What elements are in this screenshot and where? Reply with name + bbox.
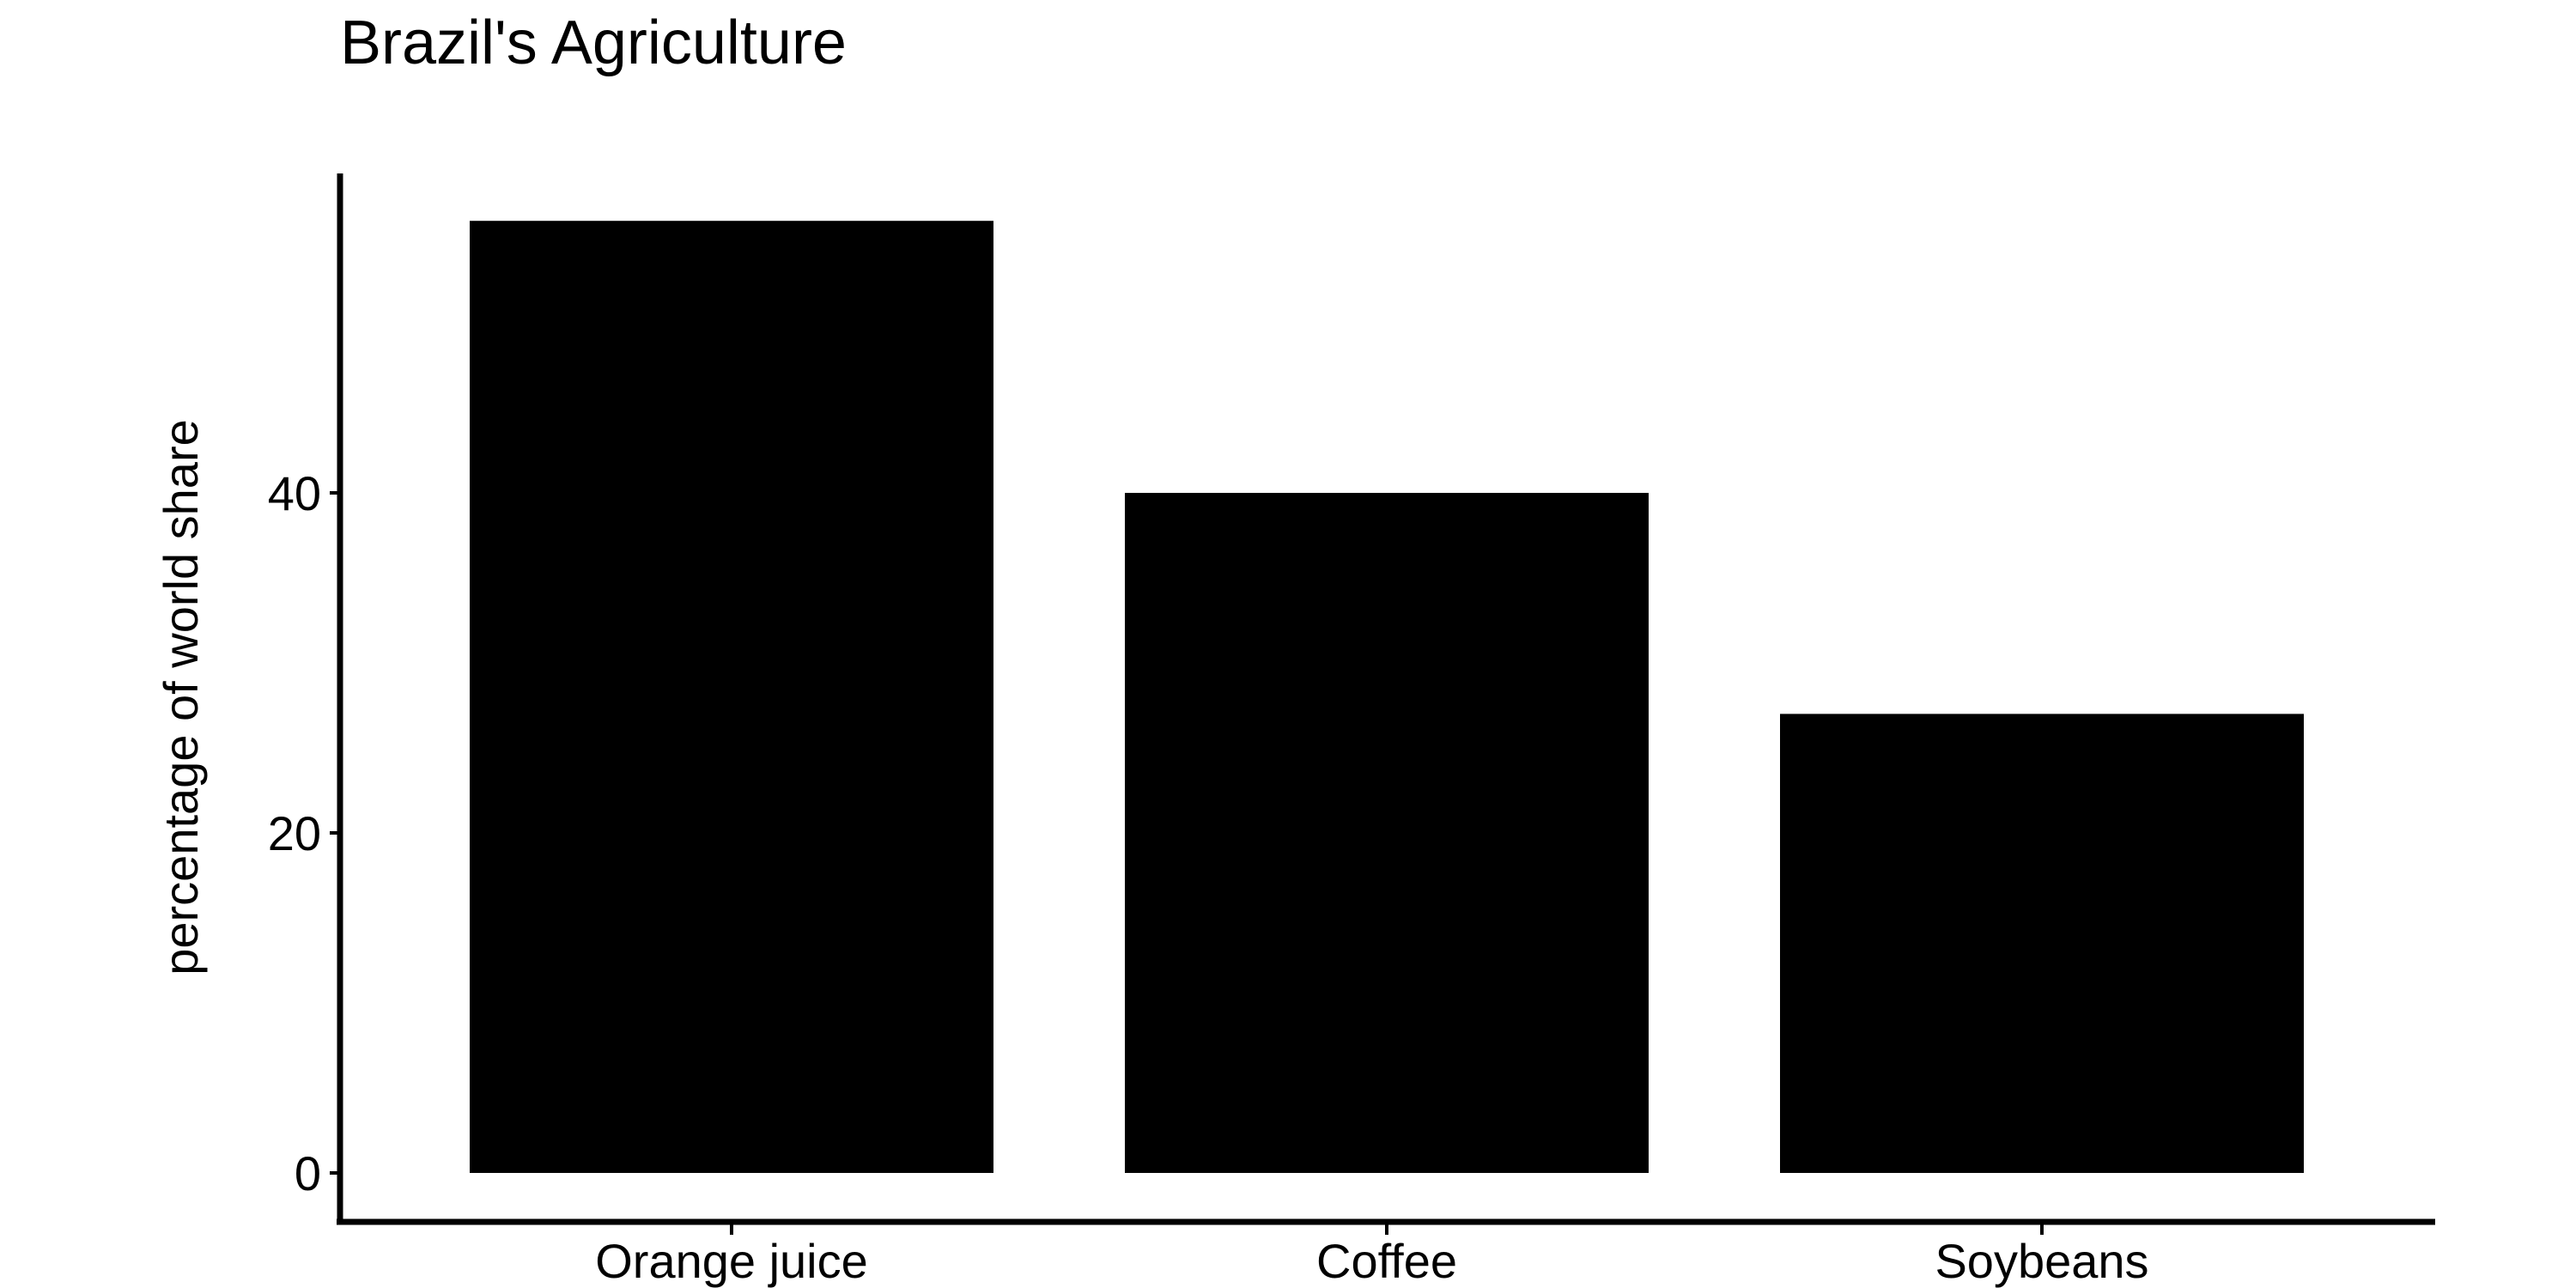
bar-coffee: [1125, 493, 1649, 1173]
y-ticks-group: 0 20 40: [268, 466, 340, 1200]
y-tick-label: 20: [268, 806, 321, 860]
y-tick-label: 0: [295, 1146, 321, 1200]
y-axis-label: percentage of world share: [154, 419, 208, 975]
y-tick-label: 40: [268, 466, 321, 520]
bar-orange-juice: [470, 221, 993, 1174]
x-tick-label: Coffee: [1316, 1234, 1457, 1288]
chart-title: Brazil's Agriculture: [340, 9, 847, 77]
bars-group: [470, 221, 2304, 1174]
x-tick-label: Soybeans: [1935, 1234, 2148, 1288]
x-ticks-group: Orange juice Coffee Soybeans: [595, 1224, 2149, 1288]
bar-soybeans: [1780, 714, 2304, 1173]
x-tick-label: Orange juice: [595, 1234, 868, 1288]
